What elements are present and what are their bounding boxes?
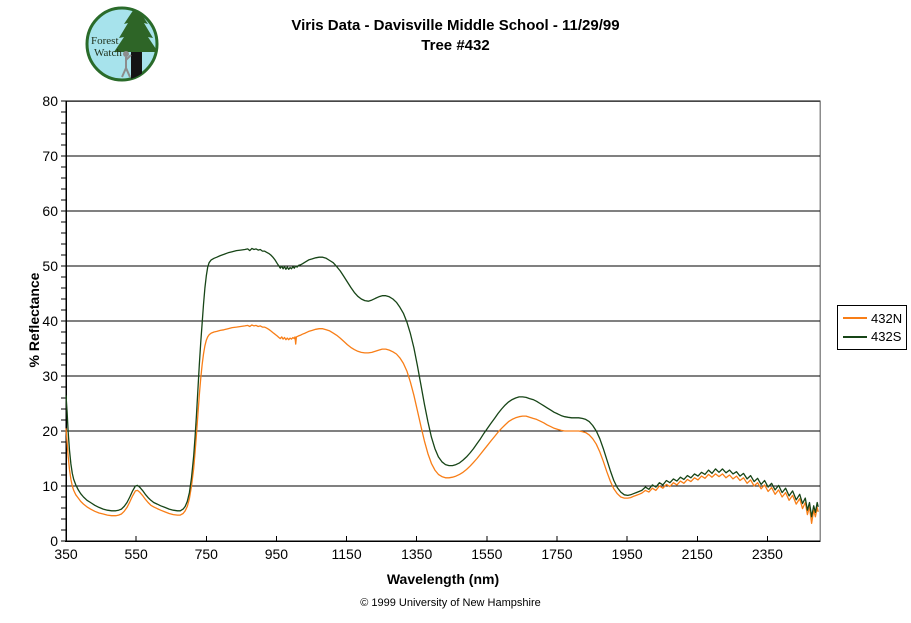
legend-swatch-432N [843,317,867,320]
y-tick-label-20: 20 [42,423,58,439]
chart-subtitle: Tree #432 [421,37,490,54]
y-axis-title: % Reflectance [26,272,42,368]
legend-label-432S: 432S [871,329,902,345]
chart-title: Viris Data - Davisville Middle School - … [291,17,620,34]
x-tick-label-2150: 2150 [682,546,713,562]
y-tick-label-30: 30 [42,368,58,384]
y-tick-label-70: 70 [42,148,58,164]
tree-trunk-icon [131,40,142,80]
legend-swatch-432S [843,335,867,338]
legend-item-432N: 432N [843,312,906,325]
x-tick-label-350: 350 [54,546,78,562]
y-tick-label-60: 60 [42,203,58,219]
y-tick-label-40: 40 [42,313,58,329]
logo-text-watch: Watch [94,47,122,59]
series-432N-line [65,324,819,525]
x-tick-label-1150: 1150 [332,546,362,562]
forest-watch-logo-graphic: Forest Watch [85,6,159,82]
legend-label-432N: 432N [871,310,903,326]
x-tick-label-550: 550 [124,546,148,562]
person-figure-icon [121,51,132,78]
x-tick-label-1350: 1350 [401,546,432,562]
x-tick-label-1750: 1750 [541,546,572,562]
y-tick-label-80: 80 [42,93,58,109]
x-axis-title: Wavelength (nm) [386,571,500,587]
y-tick-label-10: 10 [42,478,58,494]
x-tick-label-1950: 1950 [612,546,643,562]
logo-text-forest: Forest [91,35,119,47]
legend: 432N 432S [837,305,907,350]
x-tick-label-950: 950 [265,546,289,562]
pine-tree-icon [114,8,157,52]
chart-header: Viris Data - Davisville Middle School - … [0,16,911,56]
legend-item-432S: 432S [843,330,906,343]
x-tick-label-1550: 1550 [471,546,502,562]
forest-watch-logo: Forest Watch [84,4,162,84]
y-tick-label-0: 0 [50,533,58,549]
series-432S-line [65,247,819,518]
y-tick-label-50: 50 [42,258,58,274]
x-tick-label-2350: 2350 [752,546,783,562]
copyright-text: © 1999 University of New Hampshire [360,597,541,609]
x-tick-label-750: 750 [195,546,219,562]
